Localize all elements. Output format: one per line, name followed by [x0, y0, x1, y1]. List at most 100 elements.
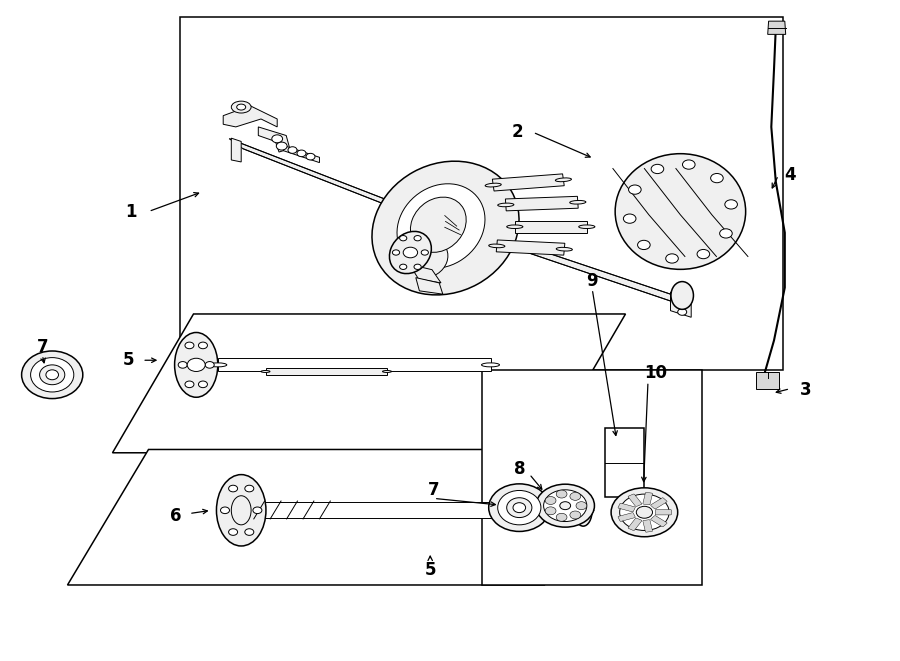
Ellipse shape [209, 363, 227, 367]
Circle shape [624, 214, 636, 223]
FancyBboxPatch shape [651, 498, 667, 509]
FancyBboxPatch shape [618, 513, 635, 522]
Polygon shape [68, 449, 626, 585]
Polygon shape [768, 21, 786, 34]
Polygon shape [410, 264, 441, 283]
Circle shape [682, 160, 695, 169]
Ellipse shape [556, 247, 572, 251]
Text: 7: 7 [428, 481, 439, 500]
Circle shape [556, 514, 567, 522]
Text: 3: 3 [800, 381, 811, 399]
FancyBboxPatch shape [655, 510, 671, 515]
Text: 5: 5 [425, 561, 436, 579]
Circle shape [556, 490, 567, 498]
Circle shape [545, 496, 556, 504]
Ellipse shape [482, 363, 500, 367]
Circle shape [253, 507, 262, 514]
Circle shape [185, 342, 194, 349]
Ellipse shape [22, 351, 83, 399]
Ellipse shape [560, 502, 571, 510]
Circle shape [232, 504, 250, 517]
Circle shape [229, 485, 238, 492]
Text: 6: 6 [170, 506, 181, 525]
Circle shape [666, 254, 679, 263]
Ellipse shape [513, 502, 526, 513]
Bar [180, 17, 783, 370]
Ellipse shape [570, 200, 586, 204]
Circle shape [414, 235, 421, 241]
Circle shape [400, 235, 407, 241]
Circle shape [185, 381, 194, 387]
Ellipse shape [390, 231, 431, 274]
Circle shape [678, 309, 687, 315]
Circle shape [288, 147, 297, 153]
Ellipse shape [498, 490, 541, 525]
Polygon shape [218, 358, 490, 371]
Polygon shape [284, 145, 320, 163]
Ellipse shape [572, 508, 594, 513]
Circle shape [178, 362, 187, 368]
Ellipse shape [46, 370, 58, 379]
Bar [605, 428, 644, 497]
Ellipse shape [397, 184, 485, 268]
Text: 4: 4 [785, 166, 796, 184]
Polygon shape [223, 106, 277, 127]
Ellipse shape [382, 370, 392, 373]
Polygon shape [231, 138, 241, 162]
Circle shape [229, 529, 238, 535]
Ellipse shape [31, 358, 74, 392]
Polygon shape [515, 221, 587, 233]
FancyBboxPatch shape [643, 520, 652, 532]
Circle shape [400, 264, 407, 270]
FancyBboxPatch shape [651, 516, 667, 527]
Circle shape [272, 135, 283, 143]
Bar [756, 372, 779, 389]
Circle shape [403, 247, 418, 258]
Ellipse shape [410, 197, 466, 253]
Ellipse shape [507, 498, 532, 518]
Polygon shape [230, 139, 403, 212]
Polygon shape [492, 174, 564, 191]
Polygon shape [416, 278, 443, 294]
Text: 9: 9 [587, 272, 598, 290]
Ellipse shape [40, 365, 65, 385]
Circle shape [545, 507, 556, 515]
Circle shape [276, 142, 287, 150]
Polygon shape [112, 314, 626, 453]
Circle shape [297, 150, 306, 157]
Ellipse shape [611, 488, 678, 537]
Circle shape [187, 358, 205, 371]
Ellipse shape [579, 225, 595, 229]
Ellipse shape [217, 475, 266, 546]
Ellipse shape [507, 225, 523, 229]
FancyBboxPatch shape [628, 494, 642, 506]
Circle shape [220, 507, 230, 514]
Ellipse shape [489, 244, 505, 248]
Circle shape [421, 250, 428, 255]
Ellipse shape [671, 282, 694, 309]
Ellipse shape [231, 101, 251, 113]
Ellipse shape [544, 490, 587, 522]
Circle shape [306, 153, 315, 160]
Circle shape [199, 342, 207, 349]
Ellipse shape [489, 484, 550, 531]
Circle shape [720, 229, 733, 238]
Polygon shape [493, 235, 680, 304]
FancyBboxPatch shape [618, 503, 635, 512]
Ellipse shape [498, 203, 514, 207]
Text: 8: 8 [514, 460, 525, 479]
Circle shape [628, 185, 641, 194]
Ellipse shape [261, 370, 270, 373]
Ellipse shape [230, 508, 252, 513]
Circle shape [245, 485, 254, 492]
Text: 1: 1 [125, 202, 136, 221]
Polygon shape [506, 196, 578, 211]
Polygon shape [258, 127, 290, 152]
Circle shape [570, 492, 580, 500]
Circle shape [576, 502, 587, 510]
Circle shape [245, 529, 254, 535]
FancyBboxPatch shape [628, 518, 642, 531]
Circle shape [205, 362, 214, 368]
Ellipse shape [231, 496, 251, 525]
Ellipse shape [536, 484, 595, 527]
